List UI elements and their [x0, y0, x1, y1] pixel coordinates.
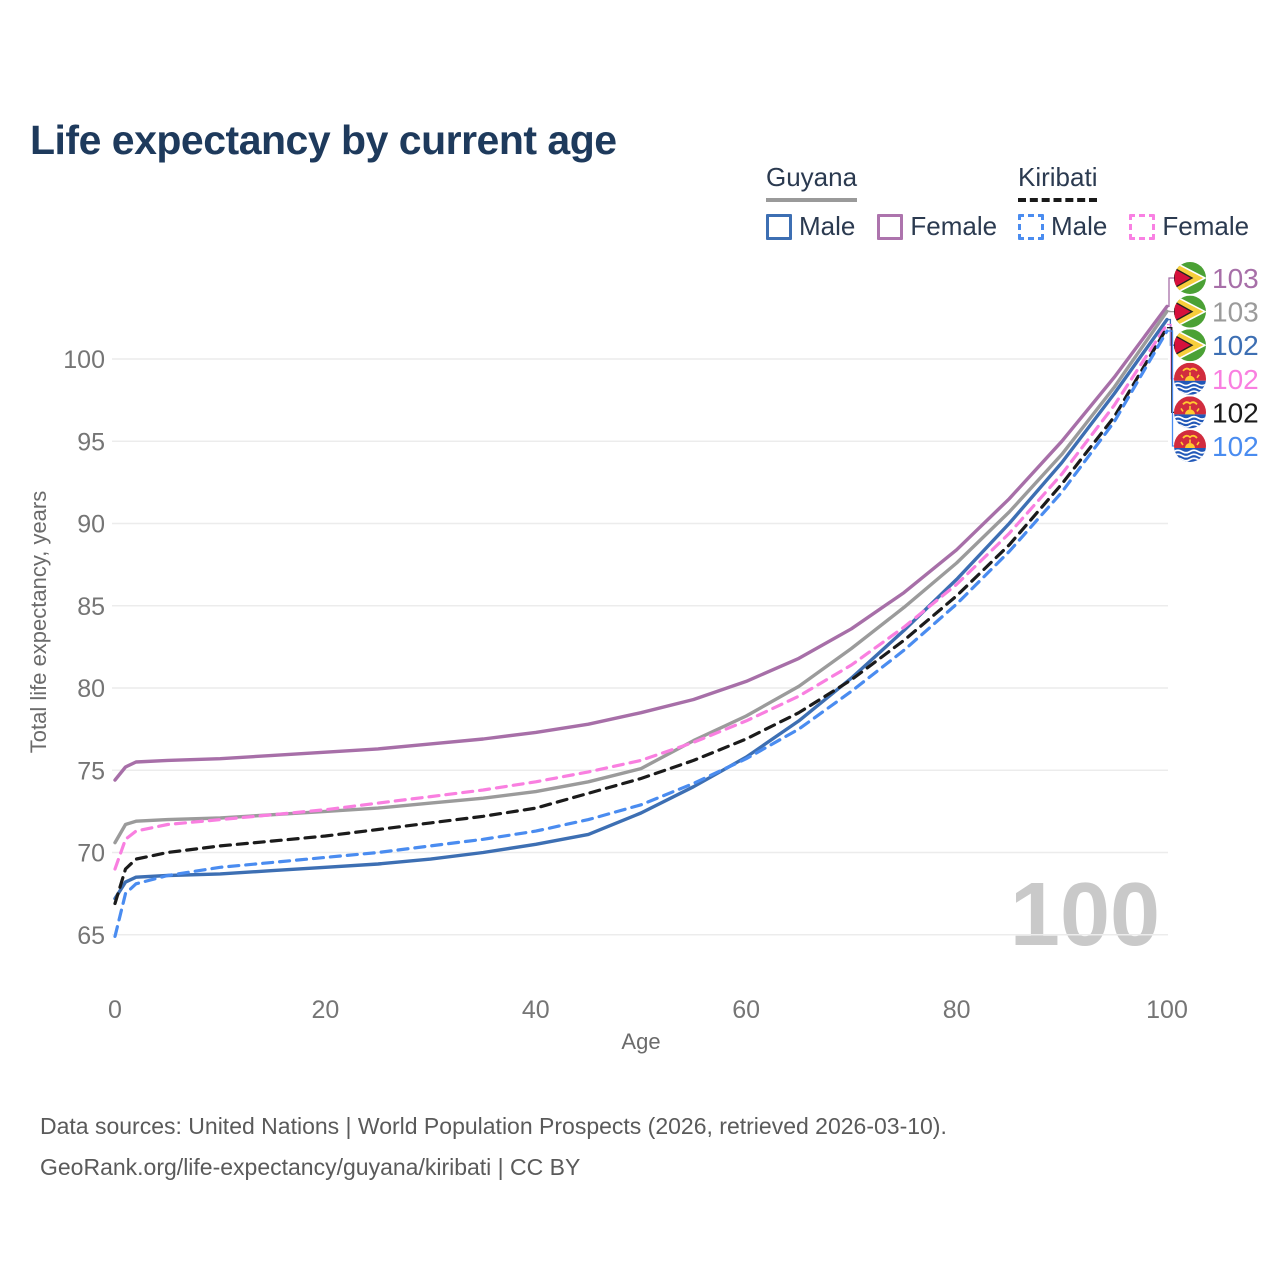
- legend-country-kiribati[interactable]: Kiribati: [1018, 162, 1098, 202]
- page-title: Life expectancy by current age: [30, 117, 617, 164]
- kiribati-female-swatch-icon: [1129, 213, 1156, 240]
- x-axis-tick-labels: 0 20 40 60 80 100: [108, 996, 1188, 1024]
- y-tick-75: 75: [77, 757, 105, 785]
- x-tick-20: 20: [311, 996, 339, 1024]
- kiribati-flag-icon: [1174, 363, 1206, 395]
- end-label-guyana-all: 103: [1212, 297, 1259, 328]
- source-url-line: GeoRank.org/life-expectancy/guyana/kirib…: [40, 1154, 581, 1180]
- legend-group-kiribati: Kiribati Male Female: [1018, 162, 1249, 242]
- x-tick-80: 80: [943, 996, 971, 1024]
- kiribati-male-swatch-icon: [1018, 213, 1044, 240]
- legend-country-guyana[interactable]: Guyana: [766, 162, 858, 202]
- series-line-guyana-all[interactable]: [113, 309, 1169, 845]
- x-tick-0: 0: [108, 996, 122, 1024]
- legend-item-guyana-female[interactable]: Female: [877, 211, 997, 242]
- gridlines: [112, 358, 1168, 936]
- legend-items-guyana: Male Female: [766, 211, 997, 242]
- series-line-guyana-male[interactable]: [113, 317, 1169, 901]
- kiribati-flag-icon: [1174, 396, 1206, 428]
- y-axis-tick-labels: 65 70 75 80 85 90 95 100: [63, 346, 105, 950]
- leader-line-kiribati-male: [1167, 330, 1174, 447]
- x-tick-100: 100: [1146, 996, 1188, 1024]
- x-tick-60: 60: [732, 996, 760, 1024]
- legend-item-label: Female: [910, 211, 998, 241]
- guyana-flag-icon: [1174, 329, 1206, 361]
- leader-line-guyana-female: [1167, 277, 1174, 308]
- guyana-male-swatch-icon: [766, 213, 792, 240]
- series-lines: [113, 304, 1169, 938]
- x-tick-40: 40: [522, 996, 550, 1024]
- legend-item-label: Male: [1051, 211, 1108, 241]
- legend-item-label: Male: [799, 211, 856, 241]
- y-axis-title: Total life expectancy, years: [26, 491, 51, 754]
- legend-item-label: Female: [1162, 211, 1250, 241]
- y-tick-80: 80: [77, 675, 105, 703]
- guyana-female-swatch-icon: [877, 213, 904, 240]
- series-line-guyana-female[interactable]: [113, 304, 1169, 782]
- y-tick-85: 85: [77, 593, 105, 621]
- guyana-flag-icon: [1174, 296, 1206, 328]
- legend-group-guyana: Guyana Male Female: [766, 162, 997, 242]
- y-tick-90: 90: [77, 511, 105, 539]
- data-sources-line: Data sources: United Nations | World Pop…: [40, 1113, 947, 1139]
- series-line-kiribati-male[interactable]: [113, 329, 1169, 938]
- end-label-kiribati-female: 102: [1212, 364, 1259, 395]
- end-label-guyana-male: 102: [1212, 330, 1259, 361]
- end-label-kiribati-male: 102: [1212, 431, 1259, 462]
- series-line-kiribati-all[interactable]: [113, 326, 1169, 906]
- y-tick-70: 70: [77, 840, 105, 868]
- legend-item-kiribati-female[interactable]: Female: [1129, 211, 1249, 242]
- x-axis-title: Age: [621, 1029, 660, 1054]
- series-line-kiribati-female[interactable]: [113, 322, 1169, 871]
- y-tick-65: 65: [77, 922, 105, 950]
- legend-item-guyana-male[interactable]: Male: [766, 211, 855, 242]
- legend-items-kiribati: Male Female: [1018, 211, 1249, 242]
- end-label-kiribati-all: 102: [1212, 397, 1259, 428]
- footer: Data sources: United Nations | World Pop…: [40, 1106, 947, 1188]
- legend-item-kiribati-male[interactable]: Male: [1018, 211, 1107, 242]
- end-label-guyana-female: 103: [1212, 263, 1259, 294]
- y-tick-100: 100: [63, 346, 105, 374]
- y-tick-95: 95: [77, 428, 105, 456]
- guyana-flag-icon: [1174, 262, 1206, 294]
- kiribati-flag-icon: [1174, 430, 1206, 462]
- age-watermark: 100: [1010, 865, 1160, 965]
